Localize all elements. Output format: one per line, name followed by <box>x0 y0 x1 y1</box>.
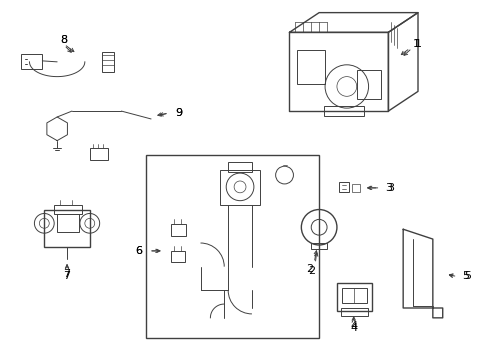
Text: 5: 5 <box>461 271 468 282</box>
Bar <box>102 52 113 72</box>
Text: 2: 2 <box>305 264 312 274</box>
Bar <box>54 204 81 215</box>
Bar <box>220 170 259 204</box>
Bar <box>146 156 319 338</box>
Text: 8: 8 <box>61 35 67 45</box>
Bar <box>57 215 79 232</box>
Bar <box>297 50 325 85</box>
Text: 2: 2 <box>307 266 314 276</box>
Bar <box>356 70 381 99</box>
Text: 6: 6 <box>136 246 142 256</box>
Text: 4: 4 <box>349 321 357 331</box>
Bar <box>351 184 359 192</box>
Text: 7: 7 <box>63 271 70 282</box>
Text: 9: 9 <box>175 108 182 118</box>
Text: 7: 7 <box>63 269 70 279</box>
Bar <box>90 148 107 160</box>
Bar <box>336 283 371 311</box>
Bar <box>338 182 348 192</box>
Text: 3: 3 <box>386 183 393 193</box>
Bar <box>170 251 184 262</box>
Bar <box>228 162 251 172</box>
Bar <box>20 54 42 69</box>
Text: 8: 8 <box>61 35 67 45</box>
Bar <box>340 308 367 316</box>
Text: 3: 3 <box>384 183 391 193</box>
Bar <box>44 210 90 247</box>
Text: 6: 6 <box>136 246 142 256</box>
Bar <box>324 106 363 116</box>
Bar <box>341 288 366 303</box>
Text: 1: 1 <box>412 39 419 49</box>
Text: 9: 9 <box>175 108 182 118</box>
Text: 1: 1 <box>414 39 421 49</box>
Bar <box>310 243 326 249</box>
Bar <box>170 224 185 236</box>
Text: 4: 4 <box>349 323 357 333</box>
Text: 5: 5 <box>463 271 470 282</box>
